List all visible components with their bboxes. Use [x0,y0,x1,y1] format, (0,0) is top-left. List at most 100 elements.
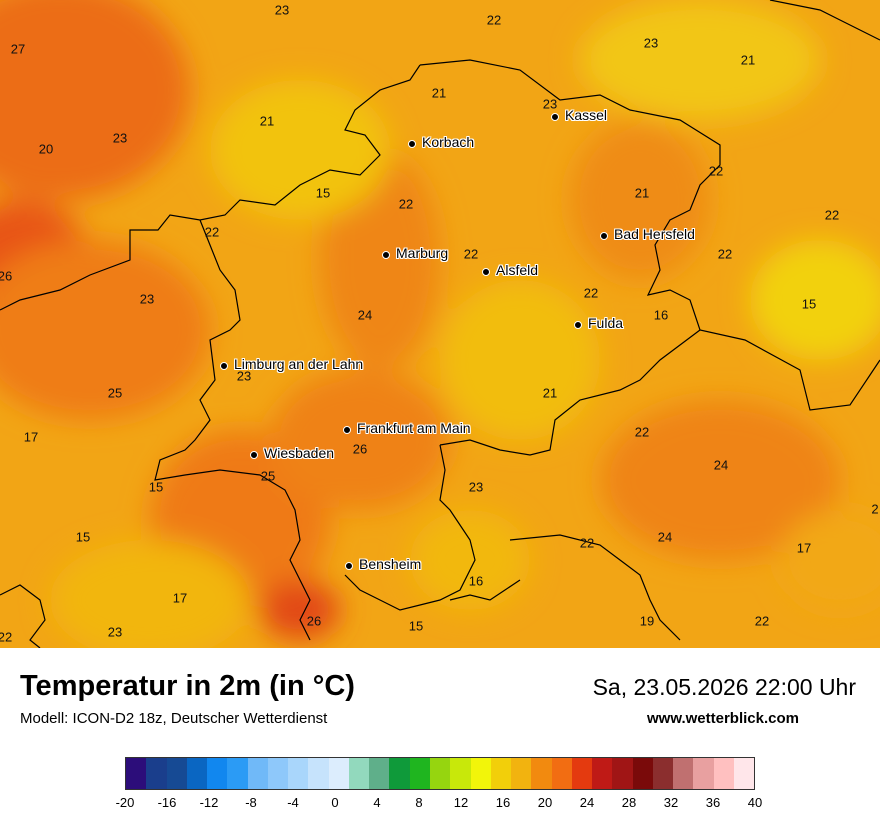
temperature-field [0,0,880,648]
temperature-value-label: 24 [657,529,673,545]
temperature-value-label: 17 [172,590,188,606]
temperature-value-label: 22 [398,196,414,212]
legend-swatch [612,758,633,789]
legend-swatch [146,758,167,789]
temperature-value-label: 24 [713,457,729,473]
legend-swatch [652,758,674,789]
temperature-areas [0,0,880,648]
forecast-datetime: Sa, 23.05.2026 22:00 Uhr [592,674,856,700]
legend-swatch [571,758,593,789]
legend-swatch [592,758,613,789]
city-dot-icon [600,232,608,240]
temperature-value-label: 19 [639,613,655,629]
city-dot-icon [250,451,258,459]
legend-tick-label: -12 [199,795,219,810]
legend-tick-label: -20 [115,795,135,810]
city-name: Frankfurt am Main [357,420,471,436]
temperature-value-label: 21 [542,385,558,401]
legend-tick-label: 24 [579,795,595,810]
temperature-value-label: 25 [107,385,123,401]
legend-swatch [693,758,714,789]
legend-tick-label: 12 [453,795,469,810]
temperature-value-label: 17 [23,429,39,445]
temperature-value-label: 15 [148,479,164,495]
temperature-value-label: 22 [583,285,599,301]
state-borders [0,0,880,648]
legend-swatch [369,758,390,789]
city-name: Kassel [565,107,608,123]
temperature-value-label: 26 [352,441,368,457]
temperature-value-label: 22 [754,613,770,629]
legend-swatch [186,758,208,789]
legend-swatch [450,758,471,789]
city-name: Fulda [588,315,624,331]
city-dot-icon [220,362,228,370]
legend-tick-label: -16 [157,795,177,810]
temperature-value-label: 15 [801,296,817,312]
temperature-value-label: 26 [306,613,322,629]
temperature-value-label: 20 [38,141,54,157]
temperature-value-label: 22 [486,12,502,28]
legend-tick-label: 4 [373,795,381,810]
temperature-value-label: 23 [112,130,128,146]
temperature-value-label: 27 [10,41,26,57]
legend-swatch [207,758,228,789]
temperature-value-label: 23 [643,35,659,51]
temperature-value-label: 22 [708,163,724,179]
legend-swatch [247,758,268,789]
legend-tick-label: -8 [245,795,257,810]
legend-swatch [348,758,370,789]
legend-tick-label: 28 [621,795,637,810]
legend-swatch [511,758,532,789]
temperature-value-label: 22 [0,629,13,645]
city-dot-icon [551,113,559,121]
city-dot-icon [574,321,582,329]
legend-swatch [227,758,248,789]
temperature-value-label: 15 [75,529,91,545]
temperature-value-label: 22 [824,207,840,223]
temperature-value-label: 21 [431,85,447,101]
legend-swatch [166,758,187,789]
legend-swatch [733,758,755,789]
temperature-value-label: 23 [274,2,290,18]
legend-swatch [288,758,309,789]
city-name: Alsfeld [496,262,539,278]
legend-swatch [267,758,289,789]
city-name: Limburg an der Lahn [234,356,364,372]
legend-tick-label: 0 [331,795,339,810]
legend-swatch [429,758,451,789]
legend-swatch [308,758,329,789]
temperature-value-label: 24 [357,307,373,323]
legend-swatch [409,758,430,789]
temperature-value-label: 2 [871,501,879,517]
temperature-value-label: 23 [542,96,558,112]
map-title: Temperatur in 2m (in °C) [20,670,355,702]
city-dot-icon [408,140,416,148]
temperature-value-label: 21 [259,113,275,129]
color-scale-legend [125,757,755,790]
legend-tick-label: 40 [747,795,763,810]
temperature-value-label: 16 [653,307,669,323]
temperature-value-label: 16 [468,573,484,589]
legend-tick-label: 36 [705,795,721,810]
temperature-value-label: 22 [717,246,733,262]
city-dot-icon [382,251,390,259]
temperature-value-label: 17 [796,540,812,556]
city-dot-icon [343,426,351,434]
temperature-map[interactable]: 23 22 23 21 27 21 23 23 21 20 22 15 21 22 22 22 22 22 26 22… [0,0,880,648]
temperature-value-label: 22 [463,246,479,262]
city-name: Korbach [422,134,475,150]
temperature-value-label: 22 [579,535,595,551]
temperature-value-label: 22 [634,424,650,440]
legend-tick-label: 20 [537,795,553,810]
website-link[interactable]: www.wetterblick.com [647,710,799,727]
legend-tick-label: 32 [663,795,679,810]
legend-tick-label: 16 [495,795,511,810]
city-name: Wiesbaden [264,445,335,461]
legend-swatch [470,758,491,789]
legend-swatch [673,758,694,789]
temperature-value-label: 15 [408,618,424,634]
city-dot-icon [345,562,353,570]
city-name: Marburg [396,245,449,261]
legend-swatch [531,758,552,789]
